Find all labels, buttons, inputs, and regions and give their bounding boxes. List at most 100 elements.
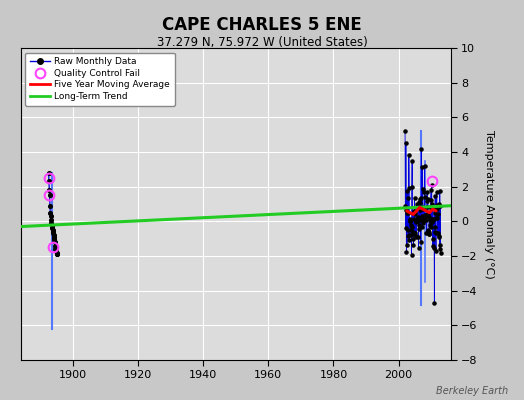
Point — [428, 182, 436, 188]
Point — [420, 216, 428, 223]
Point — [415, 226, 423, 232]
Point — [425, 231, 433, 237]
Point — [426, 222, 434, 228]
Point — [429, 217, 438, 223]
Point — [434, 233, 443, 239]
Point — [423, 212, 432, 218]
Point — [420, 163, 429, 169]
Point — [46, 192, 54, 198]
Point — [402, 210, 411, 216]
Point — [410, 208, 418, 214]
Point — [424, 196, 432, 203]
Point — [429, 243, 437, 249]
Point — [425, 214, 434, 220]
Point — [435, 246, 444, 252]
Point — [413, 214, 422, 220]
Point — [430, 205, 438, 211]
Point — [50, 237, 59, 244]
Point — [416, 200, 424, 207]
Point — [421, 211, 429, 218]
Point — [49, 228, 57, 235]
Point — [420, 216, 428, 223]
Point — [433, 206, 442, 213]
Point — [47, 213, 55, 219]
Point — [406, 218, 414, 224]
Point — [419, 206, 427, 212]
Point — [419, 204, 428, 211]
Point — [406, 218, 414, 224]
Point — [417, 239, 425, 246]
Point — [53, 251, 62, 258]
Point — [428, 218, 436, 225]
Point — [432, 202, 441, 208]
Point — [405, 232, 413, 238]
Point — [436, 242, 444, 248]
Point — [409, 228, 417, 235]
Point — [414, 214, 422, 221]
Point — [420, 189, 429, 195]
Point — [48, 227, 57, 233]
Point — [433, 229, 442, 236]
Point — [424, 231, 433, 237]
Point — [410, 230, 419, 237]
Point — [416, 207, 424, 214]
Point — [403, 188, 411, 194]
Point — [418, 164, 427, 171]
Point — [434, 210, 443, 217]
Point — [428, 216, 436, 222]
Point — [51, 242, 59, 249]
Point — [409, 236, 418, 242]
Legend: Raw Monthly Data, Quality Control Fail, Five Year Moving Average, Long-Term Tren: Raw Monthly Data, Quality Control Fail, … — [26, 52, 174, 106]
Point — [429, 236, 437, 242]
Point — [401, 128, 409, 134]
Point — [47, 222, 56, 228]
Point — [53, 251, 61, 258]
Point — [45, 187, 53, 193]
Point — [423, 189, 431, 196]
Point — [433, 215, 441, 222]
Point — [434, 202, 442, 209]
Text: Berkeley Earth: Berkeley Earth — [436, 386, 508, 396]
Point — [429, 216, 438, 222]
Point — [51, 248, 60, 254]
Point — [412, 232, 420, 239]
Point — [402, 206, 410, 213]
Point — [434, 203, 442, 209]
Point — [424, 227, 432, 234]
Point — [433, 188, 441, 195]
Point — [410, 195, 419, 202]
Point — [430, 300, 439, 306]
Point — [405, 185, 413, 192]
Point — [413, 217, 421, 223]
Point — [435, 188, 444, 195]
Point — [418, 224, 426, 230]
Point — [432, 248, 440, 255]
Point — [412, 218, 420, 225]
Point — [407, 232, 415, 238]
Point — [405, 237, 413, 243]
Point — [419, 186, 427, 192]
Point — [416, 196, 424, 202]
Point — [48, 223, 56, 230]
Point — [418, 213, 426, 219]
Point — [423, 198, 431, 204]
Point — [417, 194, 425, 201]
Point — [411, 211, 419, 218]
Point — [408, 184, 416, 190]
Point — [403, 227, 412, 234]
Point — [431, 229, 440, 236]
Point — [47, 220, 56, 226]
Point — [425, 229, 433, 236]
Point — [45, 170, 53, 176]
Point — [426, 204, 434, 210]
Point — [432, 215, 441, 221]
Point — [412, 218, 421, 224]
Point — [52, 249, 61, 256]
Point — [411, 210, 419, 216]
Point — [46, 202, 54, 209]
Point — [408, 224, 417, 230]
Point — [435, 201, 443, 207]
Point — [406, 216, 414, 222]
Point — [428, 201, 436, 208]
Point — [408, 158, 416, 164]
